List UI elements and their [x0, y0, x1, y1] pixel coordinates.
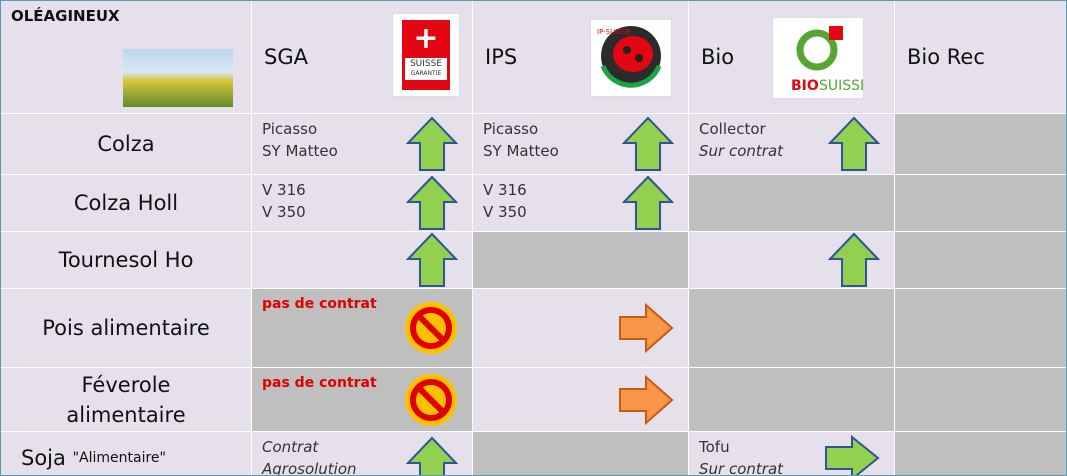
cell: Collector Sur contrat — [689, 114, 894, 174]
column-name: SGA — [264, 45, 308, 69]
arrow-icon — [828, 116, 880, 171]
column-name: Bio — [701, 45, 735, 69]
header-cell: SGA + SUISSE GARANTIE — [252, 1, 472, 113]
cell: pas de contrat — [252, 368, 472, 431]
label: alimentaire — [66, 402, 186, 427]
text: Picasso — [262, 120, 318, 138]
text: Contrat — [262, 438, 319, 456]
text: V 316 — [483, 181, 527, 199]
label: Pois alimentaire — [42, 316, 210, 340]
text: SY Matteo — [483, 142, 559, 160]
cell — [895, 175, 1066, 231]
text: V 350 — [483, 203, 527, 221]
arrow-icon — [406, 175, 458, 230]
note: "Alimentaire" — [72, 449, 166, 466]
cell: Picasso SY Matteo — [473, 114, 688, 174]
header-cell: IPS IP-SUISSE — [473, 1, 688, 113]
cell: V 316 V 350 — [252, 175, 472, 231]
logo: BIOSUISSE — [772, 17, 869, 99]
cell — [473, 232, 688, 288]
row-label: Féverole alimentaire — [1, 368, 251, 431]
cell — [689, 232, 894, 288]
text: V 316 — [262, 181, 306, 199]
row-label: Colza — [1, 114, 251, 174]
text: Collector — [699, 120, 766, 138]
text: pas de contrat — [262, 375, 377, 391]
cell: V 316 V 350 — [473, 175, 688, 231]
column-name: IPS — [485, 45, 518, 69]
arrow-icon — [619, 303, 674, 353]
photo — [123, 49, 233, 107]
cell — [252, 232, 472, 288]
no-contract-icon — [405, 302, 457, 354]
header-cell: OLÉAGINEUX — [1, 1, 251, 113]
cell — [473, 432, 688, 475]
cell: Picasso SY Matteo — [252, 114, 472, 174]
header-cell: Bio Rec — [895, 1, 1066, 113]
text: Sur contrat — [699, 142, 784, 160]
title: OLÉAGINEUX — [11, 7, 120, 25]
logo-text: BIO — [791, 78, 819, 94]
arrow-icon — [622, 175, 674, 230]
cell: Contrat Agrosolution — [252, 432, 472, 476]
cell: pas de contrat — [252, 289, 472, 367]
text: Sur contrat — [699, 460, 784, 476]
logo-icon: IP-SUISSE — [597, 26, 662, 88]
label: Tournesol Ho — [58, 248, 194, 272]
cell — [895, 232, 1066, 288]
text: Agrosolution — [262, 460, 357, 476]
cell — [895, 432, 1066, 475]
cell — [689, 175, 894, 231]
row-label: Soja "Alimentaire" — [1, 432, 251, 475]
arrow-icon — [406, 116, 458, 171]
cell: Tofu Sur contrat — [689, 432, 894, 476]
cell — [473, 368, 688, 431]
cell — [895, 368, 1066, 431]
logo-text: SUISSE — [819, 78, 863, 94]
arrow-icon — [619, 374, 674, 425]
arrow-icon — [828, 232, 880, 287]
row-label: Colza Holl — [1, 175, 251, 231]
arrow-icon — [406, 232, 458, 287]
logo-text: IP-SUISSE — [597, 28, 631, 36]
cell — [689, 368, 894, 431]
column-name: Bio Rec — [907, 45, 985, 69]
logo-text: GARANTIE — [410, 70, 442, 77]
row-label: Pois alimentaire — [1, 289, 251, 367]
label: Colza — [97, 132, 155, 156]
logo: IP-SUISSE — [590, 19, 672, 97]
no-contract-icon — [405, 373, 457, 426]
label: Soja — [21, 445, 66, 470]
arrow-icon — [622, 116, 674, 171]
arrow-icon — [825, 434, 880, 475]
cell — [689, 289, 894, 367]
cell — [895, 289, 1066, 367]
cell — [473, 289, 688, 367]
row-label: Tournesol Ho — [1, 232, 251, 288]
text: Tofu — [699, 438, 730, 456]
label: Colza Holl — [73, 191, 179, 215]
text: pas de contrat — [262, 296, 377, 312]
logo-text: SUISSE — [409, 59, 443, 69]
text: SY Matteo — [262, 142, 338, 160]
cell — [895, 114, 1066, 174]
logo: + SUISSE GARANTIE — [392, 13, 460, 97]
header-cell: Bio BIOSUISSE — [689, 1, 894, 113]
text: V 350 — [262, 203, 306, 221]
text: Picasso — [483, 120, 539, 138]
label: Féverole — [81, 372, 171, 397]
arrow-icon — [406, 436, 458, 475]
